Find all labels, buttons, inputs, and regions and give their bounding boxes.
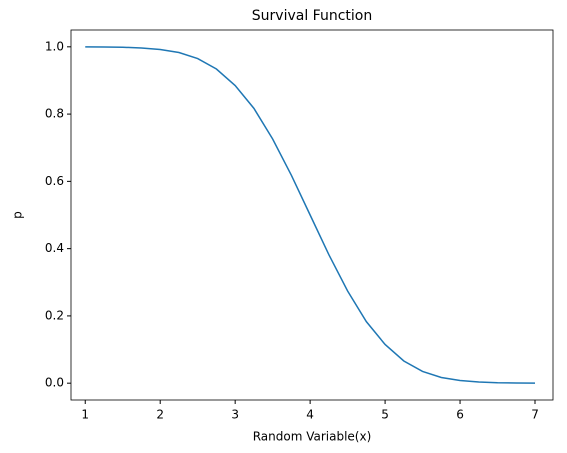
x-tick-label: 5 [381, 408, 389, 422]
x-tick-label: 2 [156, 408, 164, 422]
y-tick-label: 0.4 [45, 241, 64, 255]
x-axis-label: Random Variable(x) [253, 430, 372, 444]
y-tick-label: 0.6 [45, 174, 64, 188]
x-tick-label: 7 [531, 408, 539, 422]
x-tick-label: 1 [81, 408, 89, 422]
y-tick-label: 0.8 [45, 107, 64, 121]
y-tick-label: 0.0 [45, 376, 64, 390]
x-tick-label: 6 [456, 408, 464, 422]
y-tick-label: 1.0 [45, 39, 64, 53]
x-tick-label: 4 [306, 408, 314, 422]
chart-title: Survival Function [252, 8, 372, 24]
x-tick-label: 3 [231, 408, 239, 422]
y-axis-label: p [11, 211, 25, 219]
y-tick-label: 0.2 [45, 308, 64, 322]
plot-frame [70, 29, 554, 401]
line [85, 46, 536, 384]
